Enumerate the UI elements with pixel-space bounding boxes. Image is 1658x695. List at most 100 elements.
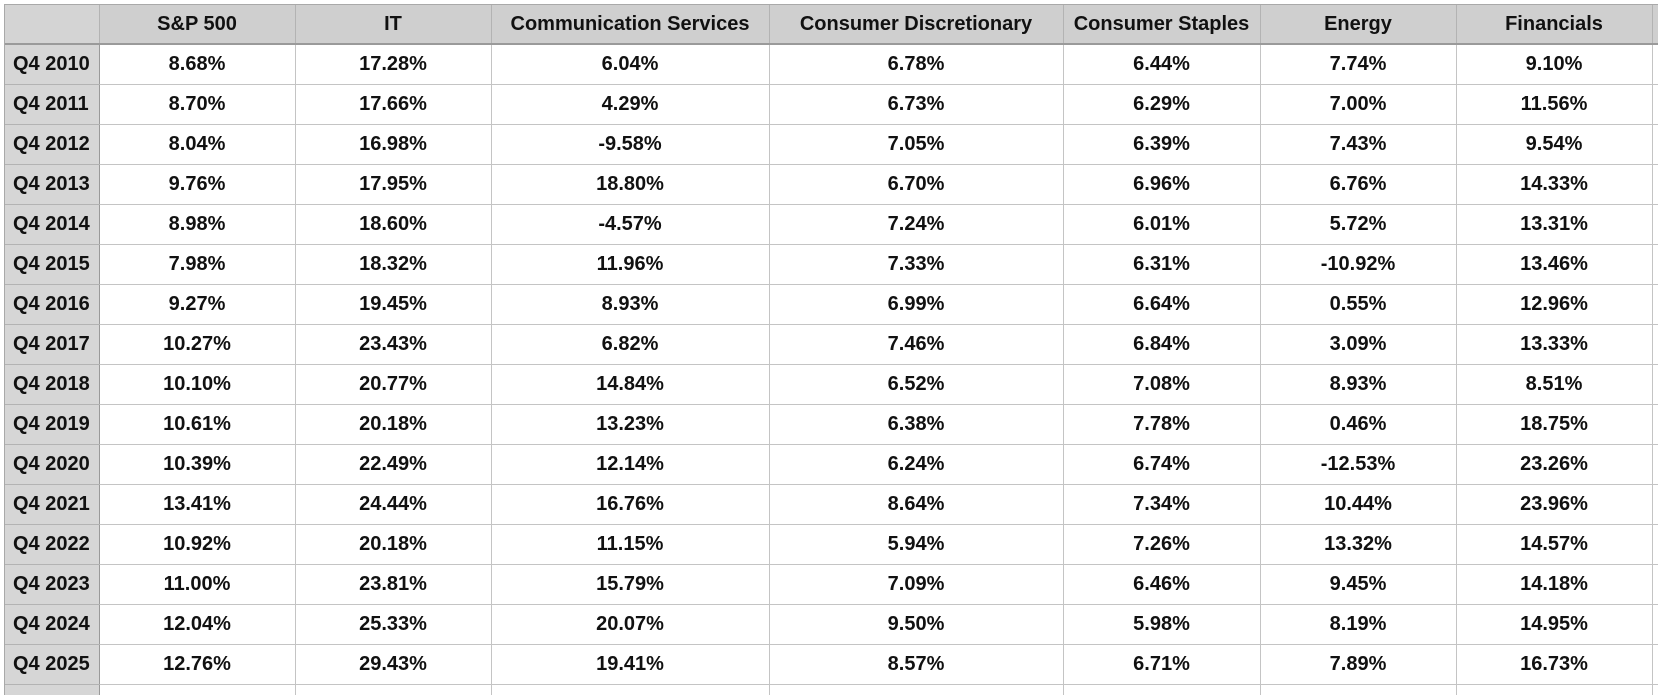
table-cell[interactable]: -4.57%	[491, 205, 769, 245]
table-cell[interactable]: 8.04%	[99, 125, 295, 165]
table-cell[interactable]: 8.93%	[491, 285, 769, 325]
table-cell[interactable]: 12.04%	[99, 605, 295, 645]
row-label[interactable]: Q4 2011	[5, 85, 99, 125]
table-cell[interactable]: 6.46%	[1063, 565, 1260, 605]
table-cell[interactable]: 14.84%	[491, 365, 769, 405]
table-cell[interactable]: 13.41%	[99, 485, 295, 525]
empty-cell[interactable]	[1652, 525, 1658, 565]
row-label[interactable]: Q4 2016	[5, 285, 99, 325]
table-cell[interactable]: 8.64%	[769, 485, 1063, 525]
row-label[interactable]: Q4 2023	[5, 565, 99, 605]
table-cell[interactable]: 17.95%	[295, 165, 491, 205]
table-cell[interactable]: 12.76%	[99, 645, 295, 685]
table-cell[interactable]: 17.66%	[295, 85, 491, 125]
table-cell[interactable]: 14.33%	[1456, 165, 1652, 205]
table-cell[interactable]: 20.18%	[295, 405, 491, 445]
table-cell[interactable]: 7.26%	[1063, 525, 1260, 565]
table-cell[interactable]: 6.84%	[1063, 325, 1260, 365]
column-header[interactable]: Consumer Staples	[1063, 5, 1260, 44]
table-cell[interactable]: 7.46%	[769, 325, 1063, 365]
table-cell[interactable]: 8.57%	[769, 645, 1063, 685]
column-header-empty[interactable]	[1652, 5, 1658, 44]
row-label[interactable]: Q4 2018	[5, 365, 99, 405]
empty-cell[interactable]	[1652, 565, 1658, 605]
table-cell[interactable]: 6.01%	[1063, 205, 1260, 245]
table-cell[interactable]: 13.23%	[491, 405, 769, 445]
table-cell[interactable]: 7.09%	[769, 565, 1063, 605]
empty-cell[interactable]	[1652, 365, 1658, 405]
empty-cell[interactable]	[1652, 285, 1658, 325]
table-cell[interactable]: -12.53%	[1260, 445, 1456, 485]
empty-cell[interactable]	[1652, 485, 1658, 525]
table-cell[interactable]: 12.96%	[1456, 285, 1652, 325]
table-cell[interactable]: 13.33%	[1456, 325, 1652, 365]
table-cell[interactable]: 6.76%	[1260, 165, 1456, 205]
table-cell[interactable]: 3.09%	[1260, 325, 1456, 365]
table-cell[interactable]: 24.44%	[295, 485, 491, 525]
row-label[interactable]: Q4 2014	[5, 205, 99, 245]
table-cell[interactable]: 14.95%	[1456, 605, 1652, 645]
row-label[interactable]: Q4 2010	[5, 44, 99, 85]
empty-cell[interactable]	[1652, 605, 1658, 645]
table-cell[interactable]: 29.43%	[295, 645, 491, 685]
empty-cell[interactable]	[1652, 645, 1658, 685]
table-cell[interactable]: 25.33%	[295, 605, 491, 645]
table-cell[interactable]: 20.77%	[295, 365, 491, 405]
column-header[interactable]: Communication Services	[491, 5, 769, 44]
table-cell[interactable]: 8.98%	[99, 205, 295, 245]
column-header[interactable]: S&P 500	[99, 5, 295, 44]
empty-cell[interactable]	[1652, 245, 1658, 285]
empty-cell[interactable]	[295, 685, 491, 695]
row-label[interactable]: Q4 2015	[5, 245, 99, 285]
table-cell[interactable]: 6.70%	[769, 165, 1063, 205]
table-cell[interactable]: 18.32%	[295, 245, 491, 285]
table-cell[interactable]: 6.29%	[1063, 85, 1260, 125]
table-cell[interactable]: 16.73%	[1456, 645, 1652, 685]
table-cell[interactable]: 6.64%	[1063, 285, 1260, 325]
table-cell[interactable]: 6.99%	[769, 285, 1063, 325]
table-cell[interactable]: 7.78%	[1063, 405, 1260, 445]
table-cell[interactable]: 20.07%	[491, 605, 769, 645]
table-cell[interactable]: 6.78%	[769, 44, 1063, 85]
table-cell[interactable]: 6.31%	[1063, 245, 1260, 285]
table-cell[interactable]: 6.71%	[1063, 645, 1260, 685]
corner-cell[interactable]	[5, 5, 99, 44]
table-cell[interactable]: 7.98%	[99, 245, 295, 285]
table-cell[interactable]: 8.93%	[1260, 365, 1456, 405]
table-cell[interactable]: 0.55%	[1260, 285, 1456, 325]
row-label[interactable]: Q4 2022	[5, 525, 99, 565]
table-cell[interactable]: 8.68%	[99, 44, 295, 85]
empty-cell[interactable]	[1652, 405, 1658, 445]
table-cell[interactable]: 8.70%	[99, 85, 295, 125]
table-cell[interactable]: 22.49%	[295, 445, 491, 485]
empty-cell[interactable]	[1652, 325, 1658, 365]
table-cell[interactable]: 7.34%	[1063, 485, 1260, 525]
table-cell[interactable]: 6.73%	[769, 85, 1063, 125]
table-cell[interactable]: 13.31%	[1456, 205, 1652, 245]
table-cell[interactable]: 11.15%	[491, 525, 769, 565]
empty-cell[interactable]	[1652, 445, 1658, 485]
row-label[interactable]: Q4 2012	[5, 125, 99, 165]
table-cell[interactable]: 9.27%	[99, 285, 295, 325]
column-header[interactable]: IT	[295, 5, 491, 44]
empty-cell[interactable]	[1456, 685, 1652, 695]
table-cell[interactable]: 7.00%	[1260, 85, 1456, 125]
table-cell[interactable]: 16.76%	[491, 485, 769, 525]
table-cell[interactable]: 9.45%	[1260, 565, 1456, 605]
row-label-empty[interactable]	[5, 685, 99, 695]
table-cell[interactable]: 6.24%	[769, 445, 1063, 485]
empty-cell[interactable]	[1652, 165, 1658, 205]
table-cell[interactable]: 6.96%	[1063, 165, 1260, 205]
table-cell[interactable]: 23.26%	[1456, 445, 1652, 485]
table-cell[interactable]: 18.75%	[1456, 405, 1652, 445]
table-cell[interactable]: 10.92%	[99, 525, 295, 565]
table-cell[interactable]: 7.33%	[769, 245, 1063, 285]
table-cell[interactable]: 11.96%	[491, 245, 769, 285]
table-cell[interactable]: 7.74%	[1260, 44, 1456, 85]
table-cell[interactable]: 6.38%	[769, 405, 1063, 445]
table-cell[interactable]: 7.43%	[1260, 125, 1456, 165]
table-cell[interactable]: 9.54%	[1456, 125, 1652, 165]
table-cell[interactable]: 11.00%	[99, 565, 295, 605]
table-cell[interactable]: 13.32%	[1260, 525, 1456, 565]
empty-cell[interactable]	[1652, 85, 1658, 125]
